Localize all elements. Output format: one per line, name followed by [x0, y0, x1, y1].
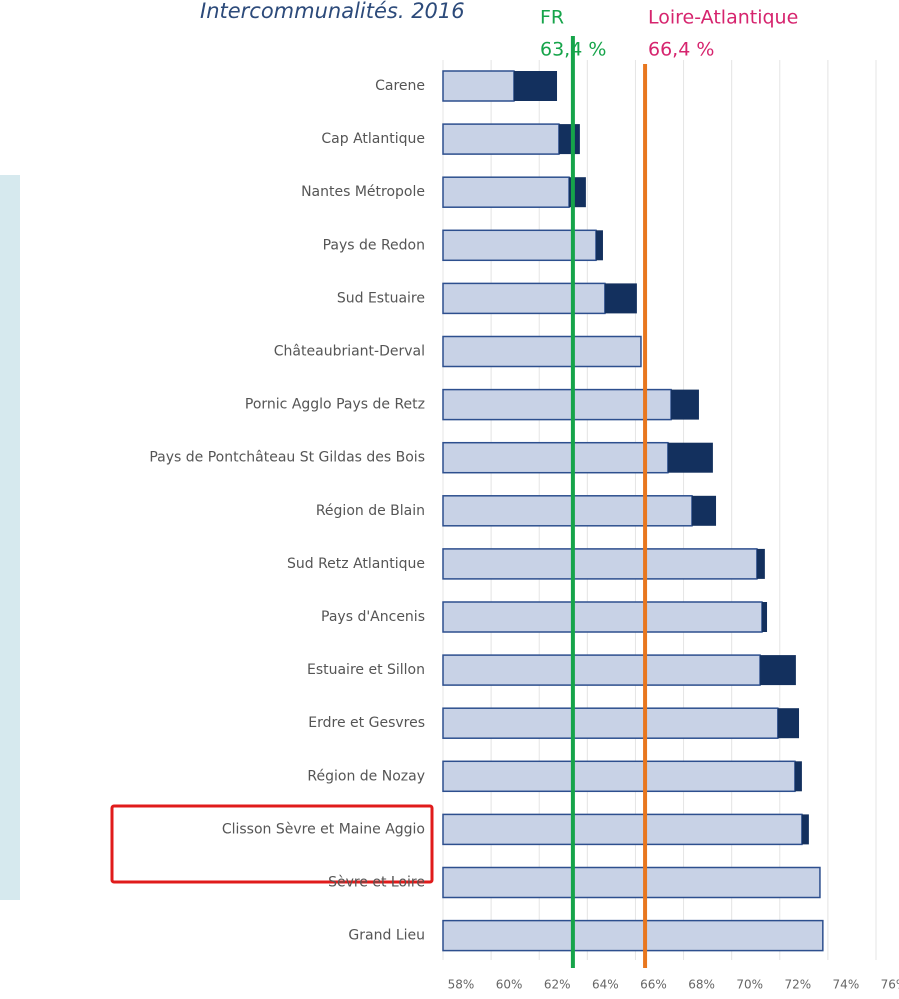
bar-segment-increment — [691, 495, 717, 526]
bar-segment-base — [442, 495, 693, 527]
category-label: Châteaubriant-Derval — [274, 344, 425, 360]
x-tick-label: 58% — [448, 978, 475, 992]
bar-segment-base — [442, 813, 803, 846]
category-label: Nantes Métropole — [301, 184, 425, 200]
bar-segment-increment — [513, 71, 558, 101]
category-label: Région de Nozay — [307, 768, 425, 784]
bar-segment-increment — [760, 655, 796, 686]
category-label: Erdre et Gesvres — [308, 715, 425, 731]
bar-segment-increment — [756, 548, 765, 579]
bar-segment-base — [442, 654, 761, 686]
category-label: Cap Atlantique — [321, 131, 425, 147]
bar-segment-base — [442, 282, 606, 315]
category-label: Grand Lieu — [348, 928, 425, 944]
x-tick-label: 74% — [833, 978, 860, 992]
category-label: Pays de Pontchâteau St Gildas des Bois — [149, 450, 425, 466]
bar-segment-base — [442, 123, 560, 155]
bar-segment-increment — [595, 230, 603, 261]
bar-segment-increment — [761, 602, 768, 632]
bar-segment-base — [442, 760, 796, 793]
bar-segment-base — [442, 70, 515, 102]
bar-segment-increment — [604, 283, 637, 314]
bar-segment-base — [442, 866, 821, 899]
bar-segment-base — [442, 176, 570, 208]
reference-label: FR — [540, 7, 564, 29]
bar-segment-base — [442, 601, 763, 633]
bar-segment-increment — [558, 124, 580, 155]
category-label: Sud Estuaire — [337, 290, 425, 306]
category-label: Clisson Sèvre et Maine Aggio — [222, 821, 425, 837]
category-label: Sèvre et Loire — [328, 875, 425, 891]
category-label: Pornic Agglo Pays de Retz — [245, 397, 425, 413]
x-tick-label: 64% — [592, 978, 619, 992]
category-label: Carene — [375, 78, 425, 94]
bar-segment-base — [442, 388, 672, 421]
reference-label: Loire-Atlantique — [648, 7, 798, 29]
category-label: Pays d'Ancenis — [321, 609, 425, 625]
bar-segment-increment — [667, 442, 713, 473]
category-label: Estuaire et Sillon — [307, 662, 425, 678]
reference-value-label: 63,4 % — [540, 39, 606, 61]
category-label: Pays de Redon — [323, 237, 425, 253]
highlight-box — [110, 804, 434, 884]
x-tick-label: 72% — [784, 978, 811, 992]
bar-segment-base — [442, 707, 779, 739]
bar-segment-increment — [671, 389, 699, 420]
bar-segment-base — [442, 548, 758, 580]
x-tick-label: 70% — [736, 978, 763, 992]
category-label: Sud Retz Atlantique — [287, 556, 425, 572]
x-tick-label: 68% — [688, 978, 715, 992]
x-tick-label: 66% — [640, 978, 667, 992]
bar-segment-increment — [777, 708, 800, 739]
chart-title: Intercommunalités. 2016 — [200, 0, 465, 23]
bar-segment-increment — [801, 814, 809, 845]
bar-segment-base — [442, 919, 824, 952]
x-tick-label: 60% — [496, 978, 523, 992]
bar-segment-base — [442, 335, 642, 368]
x-tick-label: 76% — [881, 978, 899, 992]
category-label: Région de Blain — [316, 503, 425, 519]
map-background — [0, 175, 20, 900]
bar-segment-base — [442, 441, 669, 474]
bar-segment-base — [442, 229, 597, 262]
reference-value-label: 66,4 % — [648, 39, 714, 61]
bar-segment-increment — [794, 761, 802, 792]
x-tick-label: 62% — [544, 978, 571, 992]
